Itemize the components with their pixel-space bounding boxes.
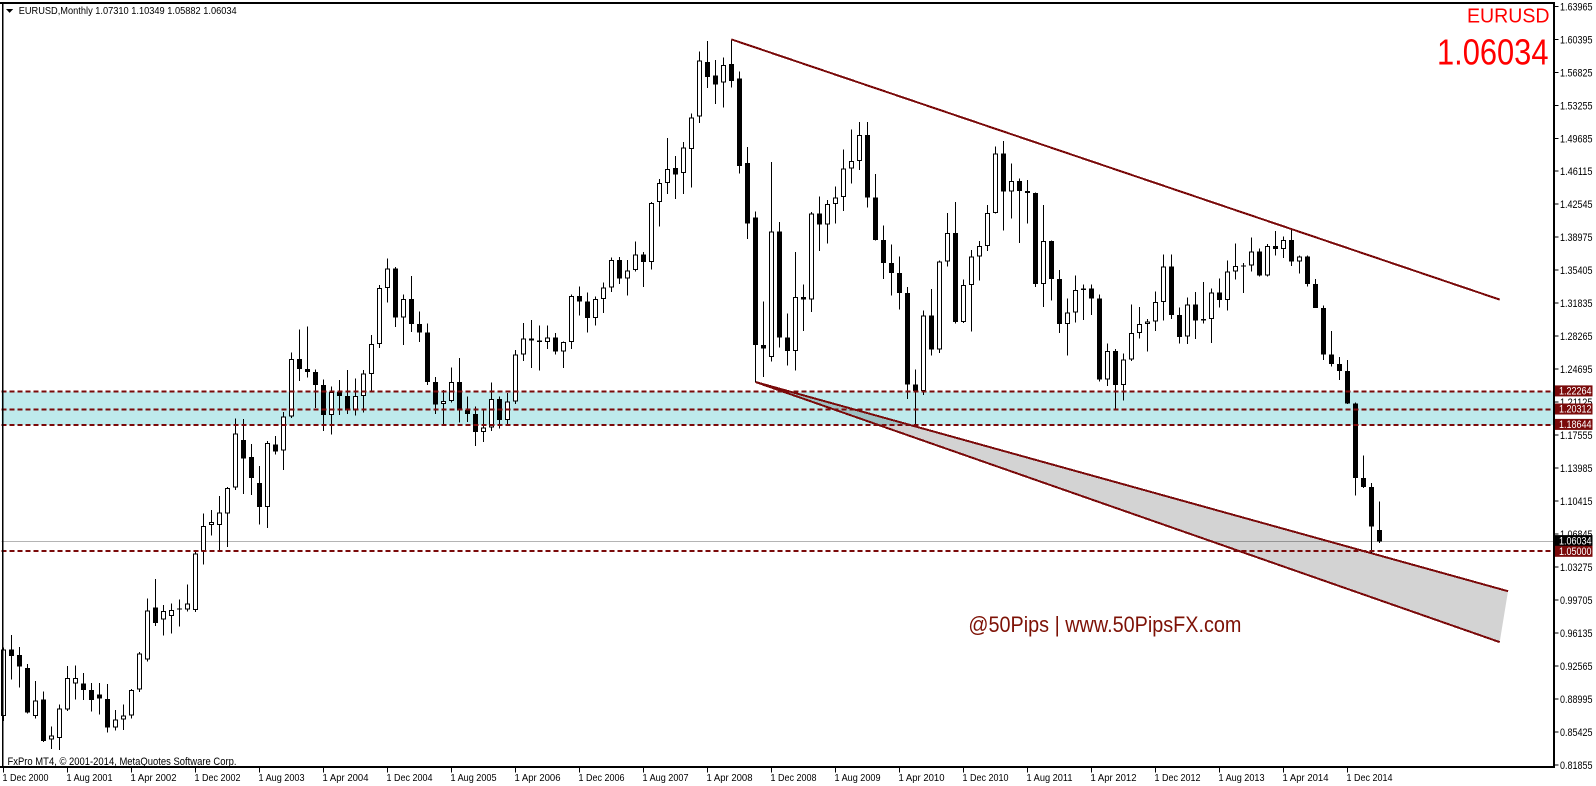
svg-text:1.31835: 1.31835 <box>1560 298 1593 310</box>
svg-text:1 Dec 2014: 1 Dec 2014 <box>1347 772 1393 784</box>
svg-text:1 Apr 2008: 1 Apr 2008 <box>707 772 753 784</box>
svg-text:0.85425: 0.85425 <box>1560 727 1593 739</box>
svg-text:1 Dec 2002: 1 Dec 2002 <box>195 772 241 784</box>
svg-text:1.63965: 1.63965 <box>1560 1 1593 13</box>
svg-text:@50Pips | www.50PipsFX.com: @50Pips | www.50PipsFX.com <box>968 612 1241 637</box>
svg-text:1 Aug 2003: 1 Aug 2003 <box>259 772 305 784</box>
svg-text:1.28265: 1.28265 <box>1560 331 1593 343</box>
svg-text:1.17555: 1.17555 <box>1560 430 1593 442</box>
svg-text:1 Apr 2010: 1 Apr 2010 <box>899 772 945 784</box>
svg-text:1 Aug 2005: 1 Aug 2005 <box>451 772 497 784</box>
svg-text:1 Aug 2009: 1 Aug 2009 <box>835 772 881 784</box>
svg-text:1 Dec 2006: 1 Dec 2006 <box>579 772 625 784</box>
svg-text:1.49685: 1.49685 <box>1560 133 1593 145</box>
svg-text:0.88995: 0.88995 <box>1560 694 1593 706</box>
svg-text:1.10415: 1.10415 <box>1560 496 1593 508</box>
svg-text:1 Apr 2006: 1 Apr 2006 <box>515 772 561 784</box>
svg-text:1.06034: 1.06034 <box>1437 32 1549 73</box>
svg-text:1.03275: 1.03275 <box>1560 562 1593 574</box>
svg-text:1.42545: 1.42545 <box>1560 199 1593 211</box>
svg-text:1 Aug 2011: 1 Aug 2011 <box>1027 772 1073 784</box>
svg-text:1 Dec 2012: 1 Dec 2012 <box>1155 772 1201 784</box>
svg-text:1.24695: 1.24695 <box>1560 364 1593 376</box>
svg-text:1.22264: 1.22264 <box>1559 386 1592 398</box>
svg-text:1 Dec 2000: 1 Dec 2000 <box>3 772 49 784</box>
svg-text:1 Apr 2014: 1 Apr 2014 <box>1283 772 1329 784</box>
svg-text:1 Apr 2002: 1 Apr 2002 <box>131 772 177 784</box>
svg-text:FxPro MT4, © 2001-2014, MetaQu: FxPro MT4, © 2001-2014, MetaQuotes Softw… <box>8 756 237 768</box>
svg-text:1.38975: 1.38975 <box>1560 232 1593 244</box>
svg-text:0.92565: 0.92565 <box>1560 661 1593 673</box>
svg-text:1 Dec 2010: 1 Dec 2010 <box>963 772 1009 784</box>
svg-text:1 Apr 2004: 1 Apr 2004 <box>323 772 369 784</box>
svg-text:0.96135: 0.96135 <box>1560 628 1593 640</box>
svg-text:1 Dec 2004: 1 Dec 2004 <box>387 772 433 784</box>
svg-text:1.13985: 1.13985 <box>1560 463 1593 475</box>
svg-text:1.35405: 1.35405 <box>1560 265 1593 277</box>
svg-text:1.53255: 1.53255 <box>1560 100 1593 112</box>
svg-text:1 Aug 2007: 1 Aug 2007 <box>643 772 689 784</box>
svg-text:1.18644: 1.18644 <box>1559 419 1592 431</box>
svg-text:1.60395: 1.60395 <box>1560 34 1593 46</box>
svg-text:1.20312: 1.20312 <box>1559 404 1592 416</box>
svg-text:0.99705: 0.99705 <box>1560 595 1593 607</box>
svg-text:1 Dec 2008: 1 Dec 2008 <box>771 772 817 784</box>
svg-text:1 Apr 2012: 1 Apr 2012 <box>1091 772 1137 784</box>
svg-text:EURUSD,Monthly 1.07310 1.1034: EURUSD,Monthly 1.07310 1.10349 1.05882 1… <box>19 6 237 17</box>
svg-text:0.81855: 0.81855 <box>1560 760 1593 772</box>
svg-text:1 Aug 2013: 1 Aug 2013 <box>1219 772 1265 784</box>
svg-text:EURUSD: EURUSD <box>1467 6 1550 28</box>
svg-text:1.56825: 1.56825 <box>1560 67 1593 79</box>
svg-text:1.06034: 1.06034 <box>1559 535 1592 547</box>
svg-text:1.46115: 1.46115 <box>1560 166 1593 178</box>
svg-text:1 Aug 2001: 1 Aug 2001 <box>67 772 113 784</box>
svg-text:1.05000: 1.05000 <box>1559 546 1592 558</box>
